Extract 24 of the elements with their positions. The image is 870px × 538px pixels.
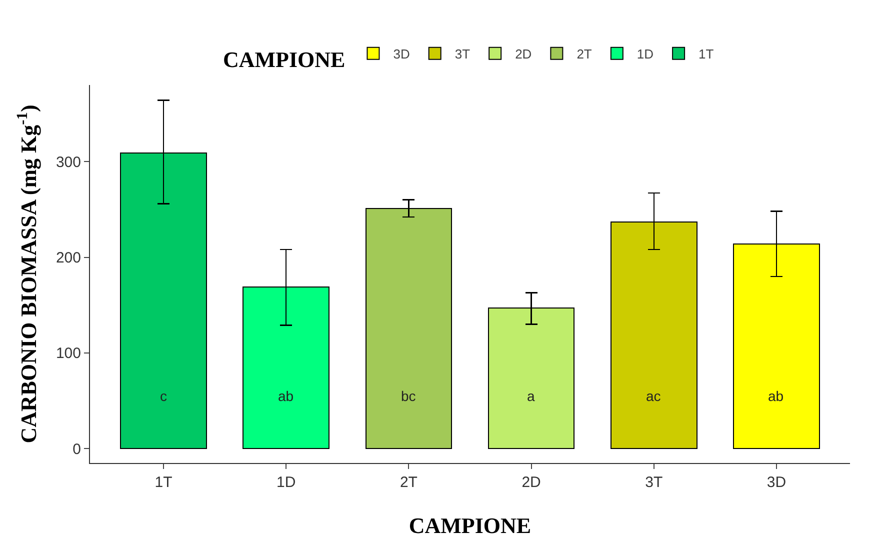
legend-label: 1T — [698, 46, 714, 62]
y-tick-label: 300 — [56, 154, 81, 171]
x-tick-label: 1D — [276, 474, 296, 491]
y-tick-label: 100 — [56, 345, 81, 362]
legend-label: 3D — [393, 46, 410, 62]
legend-label: 2T — [576, 46, 592, 62]
x-tick-label: 2D — [522, 474, 542, 491]
legend-label: 1D — [636, 46, 654, 62]
annotation: ab — [768, 388, 784, 404]
x-tick-label: 3D — [766, 474, 786, 491]
annotation: a — [527, 388, 535, 404]
y-tick-label: 0 — [72, 440, 81, 458]
legend-label: 3T — [454, 46, 470, 62]
annotation: ab — [278, 388, 294, 404]
annotation: ac — [646, 388, 661, 404]
annotation: c — [160, 388, 167, 404]
annotation: bc — [401, 388, 416, 404]
x-tick-label: 3T — [645, 474, 663, 491]
legend-label: 2D — [515, 46, 532, 62]
x-axis-title: CAMPIONE — [408, 513, 532, 538]
y-tick-label: 200 — [56, 250, 81, 266]
legend-title: CAMPIONE — [223, 47, 346, 72]
x-tick-label: 1T — [154, 474, 172, 491]
x-tick-label: 2T — [400, 474, 418, 491]
